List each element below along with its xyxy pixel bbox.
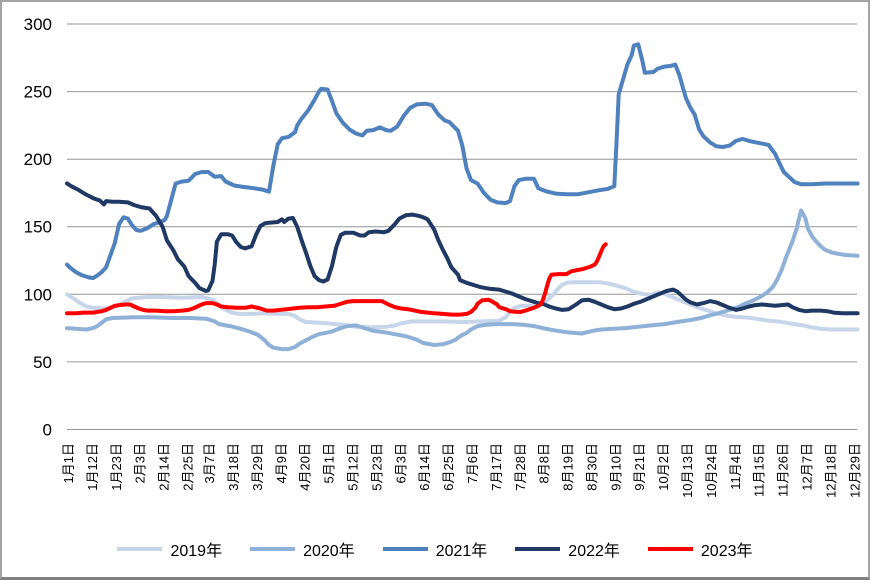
x-axis-label: 11月26日	[776, 443, 791, 497]
y-axis-label: 250	[24, 83, 52, 102]
legend-line-swatch	[250, 547, 296, 551]
legend-item-2019年: 2019年	[117, 537, 222, 561]
legend-item-2020年: 2020年	[250, 537, 355, 561]
x-axis-label: 5月12日	[346, 443, 361, 491]
x-axis-label: 3月7日	[202, 443, 217, 483]
legend-label: 2022年	[568, 543, 620, 560]
x-axis-label: 2月3日	[133, 443, 148, 483]
x-axis-label: 8月30日	[585, 443, 600, 491]
x-axis-label: 10月2日	[656, 443, 671, 491]
x-axis-label: 3月18日	[226, 443, 241, 491]
legend-item-2021年: 2021年	[382, 537, 488, 561]
x-axis-label: 9月10日	[608, 443, 623, 491]
y-axis-label: 300	[24, 15, 52, 34]
y-axis-label: 100	[24, 285, 52, 304]
x-axis-label: 2月14日	[157, 443, 172, 491]
x-axis-label: 12月29日	[847, 443, 862, 498]
legend-line-swatch	[647, 547, 693, 551]
x-axis-label: 12月18日	[823, 443, 838, 498]
x-axis-label: 2月25日	[181, 443, 196, 491]
legend-line-swatch	[117, 547, 163, 551]
x-axis-label: 12月7日	[800, 443, 815, 491]
x-axis-label: 5月1日	[322, 443, 337, 483]
x-axis-label: 8月19日	[561, 443, 576, 491]
x-axis-label: 4月20日	[298, 443, 313, 491]
x-axis-label: 1月1日	[61, 443, 76, 483]
x-axis-label: 10月13日	[680, 443, 695, 498]
legend-label: 2023年	[700, 543, 753, 560]
legend-item-2022年: 2022年	[515, 537, 620, 561]
legend-item-2023年: 2023年	[647, 537, 753, 561]
x-axis-label: 7月6日	[465, 443, 480, 483]
legend-label: 2019年	[170, 543, 223, 560]
x-axis-label: 4月9日	[274, 443, 289, 483]
y-axis-label: 50	[33, 353, 52, 372]
legend-line-swatch	[382, 547, 428, 551]
x-axis-label: 8月8日	[537, 443, 552, 483]
x-axis-label: 11月15日	[752, 443, 767, 497]
x-axis-label: 3月29日	[250, 443, 265, 491]
x-axis-label: 10月24日	[704, 443, 719, 498]
series-line-2020年	[65, 208, 860, 352]
x-axis-label: 7月17日	[489, 443, 504, 491]
y-axis-label: 0	[43, 421, 52, 440]
y-axis-label: 200	[24, 150, 52, 169]
x-axis-label: 6月3日	[393, 443, 408, 483]
x-axis-label: 6月25日	[441, 443, 456, 491]
legend-label: 2020年	[303, 543, 355, 560]
legend-label: 2021年	[435, 543, 488, 560]
series-line-2023年	[65, 242, 608, 317]
series-line-2022年	[65, 181, 860, 316]
x-axis-label: 11月4日	[728, 443, 743, 490]
x-axis-label: 5月23日	[369, 443, 384, 491]
x-axis-label: 6月14日	[417, 443, 432, 491]
x-axis-label: 1月23日	[109, 443, 124, 491]
y-axis-label: 150	[24, 218, 52, 237]
legend-line-swatch	[515, 547, 561, 551]
series-line-2021年	[65, 42, 860, 281]
chart-legend: 2019年 2020年 2021年 2022年 2023年	[2, 537, 868, 561]
x-axis-label: 9月21日	[632, 443, 647, 491]
x-axis-label: 7月28日	[513, 443, 528, 491]
x-axis-label: 1月12日	[85, 443, 100, 491]
